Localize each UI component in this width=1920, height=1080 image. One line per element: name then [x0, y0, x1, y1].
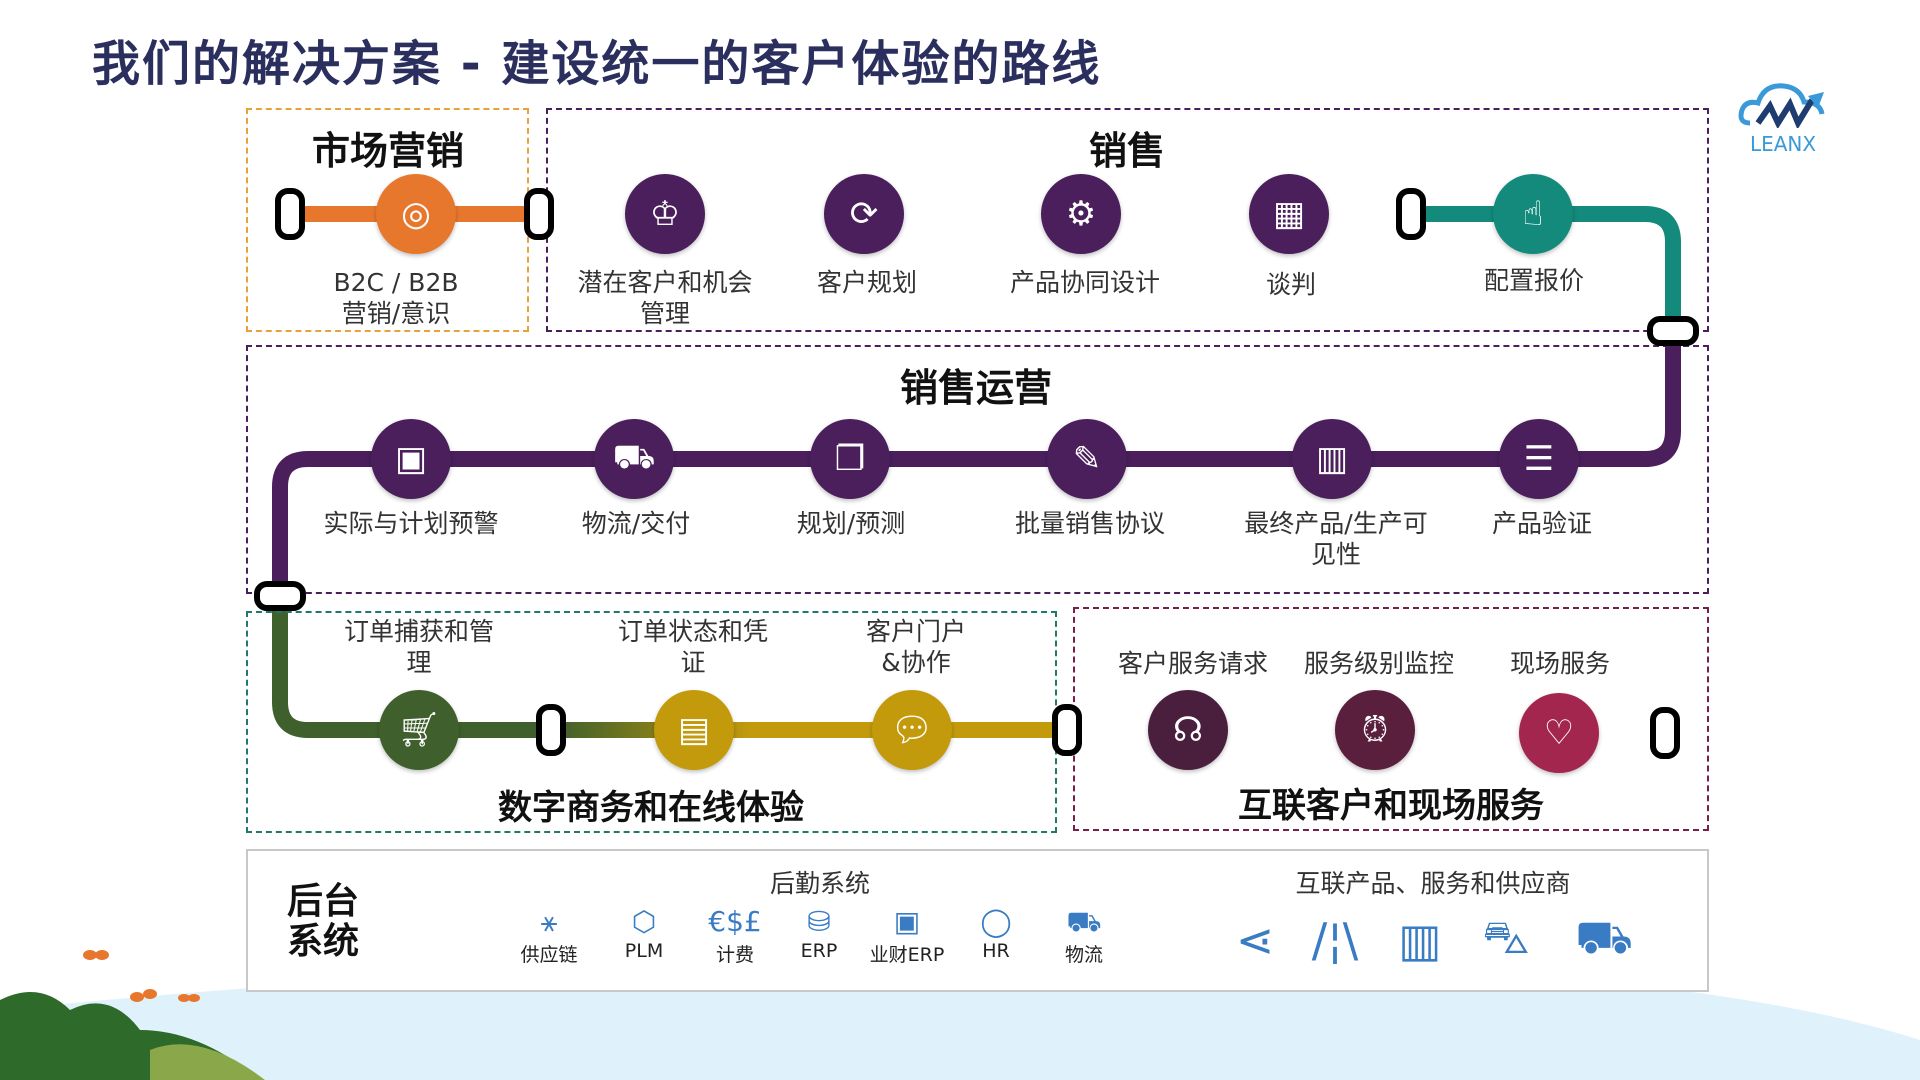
headset-icon[interactable]: ☊: [1148, 690, 1228, 770]
backend-item-billing[interactable]: €$£ 计费: [708, 905, 762, 967]
step-label: 最终产品/生产可 见性: [1244, 509, 1428, 569]
page-title: 我们的解决方案 - 建设统一的客户体验的路线: [92, 36, 1102, 92]
step-label: 配置报价: [1483, 266, 1585, 295]
track-connector: [536, 704, 566, 756]
step-label: 客户服务请求: [1117, 649, 1269, 678]
track-sales-ops: [272, 331, 1681, 596]
sign-icon[interactable]: ✎: [1047, 419, 1127, 499]
digital-title: 数字商务和在线体验: [498, 788, 804, 828]
user-cycle-icon[interactable]: ⟳: [824, 174, 904, 254]
track-connector: [275, 188, 305, 240]
step-label: 服务级别监控: [1303, 649, 1455, 678]
step-label: 物流/交付: [581, 509, 691, 538]
documents-icon[interactable]: ❐: [810, 419, 890, 499]
track-connector: [1052, 704, 1082, 756]
gear-search-icon[interactable]: ⚙: [1041, 174, 1121, 254]
leanx-logo: LEANX: [1738, 78, 1828, 156]
step-label: 订单状态和凭证: [617, 617, 769, 677]
cash-icon: ▣: [893, 905, 921, 938]
step-label: 产品协同设计: [1009, 268, 1161, 297]
sales-title: 销售: [1088, 129, 1166, 173]
chat-icon[interactable]: 💬︎: [872, 690, 952, 770]
factory-icon[interactable]: ▥: [1292, 419, 1372, 499]
backend-item-plm[interactable]: ⬡ PLM: [624, 905, 664, 963]
marketing-title: 市场营销: [311, 129, 465, 173]
track-connector: [254, 581, 306, 611]
track-connector: [1650, 707, 1680, 759]
share-icon: ⋖: [1235, 913, 1275, 967]
butterfly-icon: [83, 950, 200, 1002]
logistics-title: 后勤系统: [769, 869, 871, 898]
step-label: 产品验证: [1491, 509, 1593, 538]
cloud-chart-icon: [1738, 83, 1825, 130]
cart-icon[interactable]: 🛒︎: [379, 690, 459, 770]
box-icon: ⬡: [631, 905, 657, 938]
sales-ops-title: 销售运营: [899, 366, 1053, 410]
track-connector: [524, 188, 554, 240]
crown-icon[interactable]: ♔: [625, 174, 705, 254]
track-connector: [1396, 188, 1426, 240]
step-label: 订单捕获和管理: [343, 617, 495, 677]
checklist-icon[interactable]: ☰: [1499, 419, 1579, 499]
backend-section: [246, 849, 1709, 992]
tractor-icon: ⛍: [1482, 910, 1530, 964]
person-icon: ◯: [980, 905, 1012, 938]
step-label: 谈判: [1265, 270, 1317, 299]
database-icon: ⛁: [807, 905, 831, 938]
track-digital: [272, 596, 1067, 738]
step-label: 客户门户 &协作: [865, 617, 967, 677]
money-icon[interactable]: ▣: [371, 419, 451, 499]
alarm-clock-icon[interactable]: ⏰︎: [1335, 690, 1415, 770]
track-connector: [1647, 316, 1699, 346]
factory-icon: ▥: [1398, 913, 1442, 967]
step-label: 潜在客户和机会 管理: [577, 268, 753, 328]
step-label: 现场服务: [1509, 649, 1611, 678]
gear-hand-icon[interactable]: ☝: [1493, 174, 1573, 254]
connected-title: 互联产品、服务和供应商: [1295, 869, 1571, 898]
backend-item-erp[interactable]: ⛁ ERP: [800, 905, 838, 963]
document-icon[interactable]: ▤: [654, 690, 734, 770]
sales-ops-section: [246, 345, 1709, 594]
backend-item-hr[interactable]: ◯ HR: [980, 905, 1012, 963]
backend-title: 后台 系统: [287, 881, 360, 962]
backend-item-supply-chain[interactable]: ⚹ 供应链: [520, 905, 578, 967]
truck-icon: ⛟: [1575, 910, 1633, 964]
step-label: B2C / B2B 营销/意识: [333, 268, 459, 328]
backend-item-logistics[interactable]: ⛟ 物流: [1064, 905, 1104, 967]
step-label: 规划/预测: [796, 509, 906, 538]
track-cpq: [1411, 206, 1681, 331]
step-label: 客户规划: [816, 268, 918, 297]
location-heart-icon[interactable]: ♡: [1519, 693, 1599, 773]
truck-icon[interactable]: ⛟: [594, 419, 674, 499]
road-icon: /¦\: [1311, 913, 1359, 967]
backend-item-finance-erp[interactable]: ▣ 业财ERP: [869, 905, 945, 967]
target-person-icon[interactable]: ◎: [376, 174, 456, 254]
grid-mail-icon[interactable]: ▦: [1249, 174, 1329, 254]
currency-icon: €$£: [708, 905, 762, 938]
step-label: 实际与计划预警: [323, 509, 499, 538]
step-label: 批量销售协议: [1014, 509, 1166, 538]
network-icon: ⚹: [540, 905, 558, 938]
service-title: 互联客户和现场服务: [1238, 786, 1544, 826]
truck-icon: ⛟: [1066, 905, 1102, 938]
